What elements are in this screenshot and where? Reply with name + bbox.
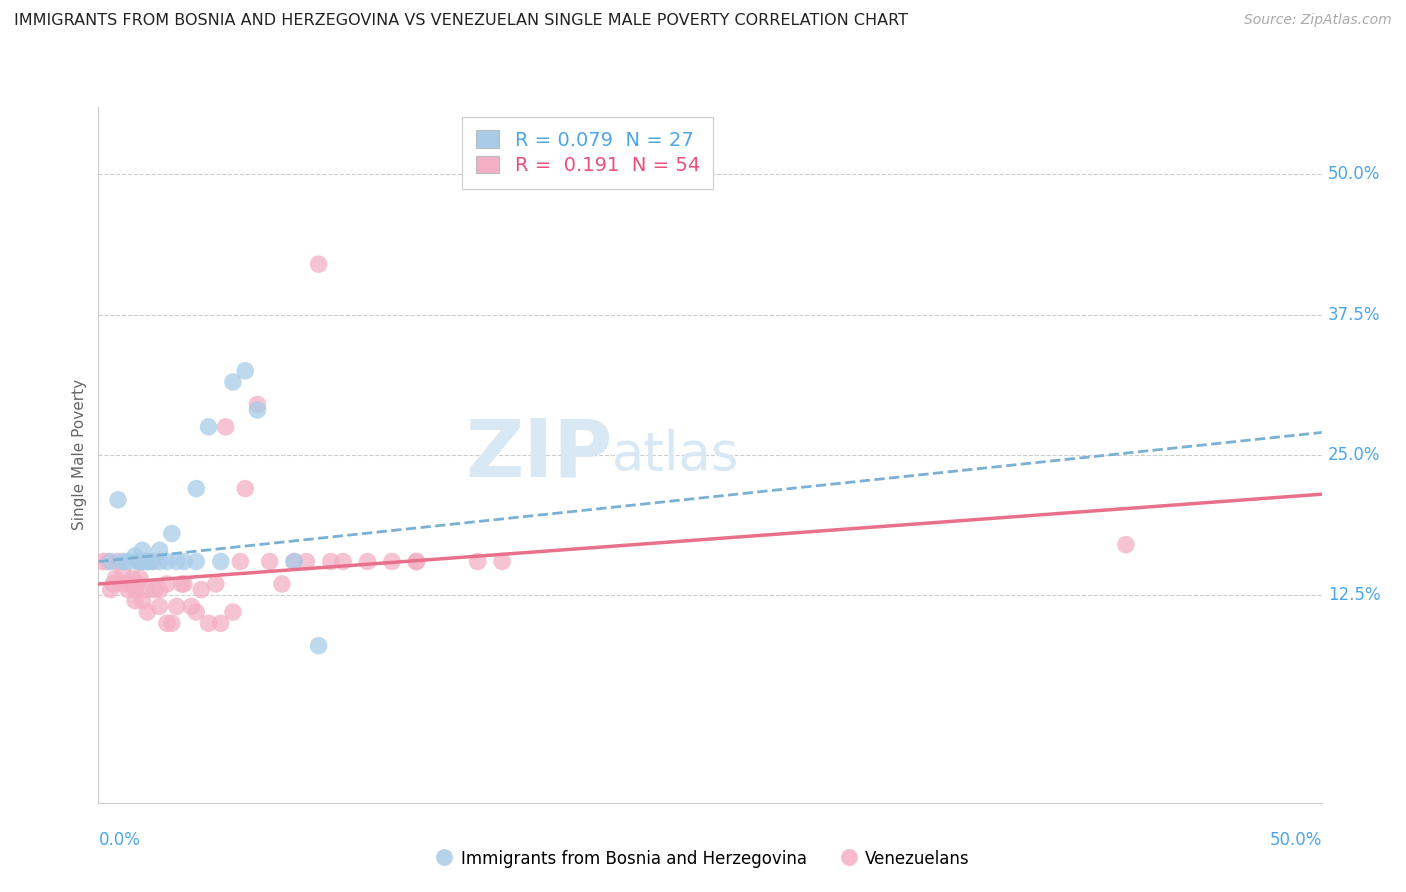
Point <box>121 571 143 585</box>
Point <box>170 577 193 591</box>
Point <box>405 555 427 569</box>
Point <box>149 555 172 569</box>
Point <box>143 582 166 597</box>
Point <box>149 543 172 558</box>
Point <box>141 555 163 569</box>
Point <box>308 639 330 653</box>
Point <box>107 555 129 569</box>
Point <box>381 555 404 569</box>
Text: ZIP: ZIP <box>465 416 612 494</box>
Point <box>405 555 427 569</box>
Point <box>166 599 188 614</box>
Point <box>233 482 256 496</box>
Point <box>111 555 134 569</box>
Point <box>160 526 183 541</box>
Point <box>156 616 179 631</box>
Point <box>259 555 281 569</box>
Legend: R = 0.079  N = 27, R =  0.191  N = 54: R = 0.079 N = 27, R = 0.191 N = 54 <box>463 117 713 188</box>
Point <box>127 555 149 569</box>
Point <box>160 616 183 631</box>
Point <box>332 555 354 569</box>
Point <box>319 555 342 569</box>
Point <box>141 555 163 569</box>
Point <box>197 616 219 631</box>
Point <box>131 555 153 569</box>
Point <box>136 582 159 597</box>
Point <box>197 420 219 434</box>
Point <box>91 555 114 569</box>
Point <box>131 555 153 569</box>
Point <box>222 375 245 389</box>
Point <box>270 577 294 591</box>
Point <box>149 599 172 614</box>
Point <box>356 555 378 569</box>
Point <box>149 582 172 597</box>
Point <box>107 492 129 507</box>
Point <box>173 577 195 591</box>
Point <box>136 555 159 569</box>
Point <box>129 571 152 585</box>
Point <box>246 403 269 417</box>
Text: 0.0%: 0.0% <box>98 830 141 848</box>
Point <box>205 577 228 591</box>
Point <box>222 605 245 619</box>
Point <box>127 577 149 591</box>
Point <box>214 420 236 434</box>
Point <box>111 566 134 580</box>
Point <box>283 555 305 569</box>
Point <box>117 555 139 569</box>
Point <box>156 577 179 591</box>
Point <box>173 555 195 569</box>
Point <box>124 549 146 563</box>
Point <box>166 555 188 569</box>
Text: atlas: atlas <box>612 429 740 481</box>
Point <box>100 582 122 597</box>
Point <box>209 555 232 569</box>
Point <box>136 555 159 569</box>
Point <box>190 582 212 597</box>
Point <box>186 482 208 496</box>
Point <box>156 555 179 569</box>
Point <box>246 397 269 411</box>
Point <box>229 555 252 569</box>
Text: 50.0%: 50.0% <box>1327 165 1381 184</box>
Point <box>295 555 318 569</box>
Legend: Immigrants from Bosnia and Herzegovina, Venezuelans: Immigrants from Bosnia and Herzegovina, … <box>429 844 977 875</box>
Point <box>131 594 153 608</box>
Point <box>308 257 330 271</box>
Point <box>104 571 127 585</box>
Point <box>491 555 513 569</box>
Point <box>100 555 122 569</box>
Point <box>131 543 153 558</box>
Point <box>124 582 146 597</box>
Text: IMMIGRANTS FROM BOSNIA AND HERZEGOVINA VS VENEZUELAN SINGLE MALE POVERTY CORRELA: IMMIGRANTS FROM BOSNIA AND HERZEGOVINA V… <box>14 13 908 29</box>
Point <box>186 555 208 569</box>
Point <box>209 616 232 631</box>
Point <box>101 577 124 591</box>
Point <box>111 577 134 591</box>
Point <box>283 555 305 569</box>
Point <box>180 599 202 614</box>
Text: 12.5%: 12.5% <box>1327 586 1381 604</box>
Text: Source: ZipAtlas.com: Source: ZipAtlas.com <box>1244 13 1392 28</box>
Point <box>136 605 159 619</box>
Point <box>1115 538 1137 552</box>
Text: 37.5%: 37.5% <box>1327 306 1381 324</box>
Point <box>120 577 142 591</box>
Y-axis label: Single Male Poverty: Single Male Poverty <box>72 379 87 531</box>
Text: 25.0%: 25.0% <box>1327 446 1381 464</box>
Point <box>233 364 256 378</box>
Point <box>97 555 120 569</box>
Point <box>117 582 139 597</box>
Point <box>186 605 208 619</box>
Point <box>129 555 152 569</box>
Point <box>124 594 146 608</box>
Point <box>467 555 489 569</box>
Text: 50.0%: 50.0% <box>1270 830 1322 848</box>
